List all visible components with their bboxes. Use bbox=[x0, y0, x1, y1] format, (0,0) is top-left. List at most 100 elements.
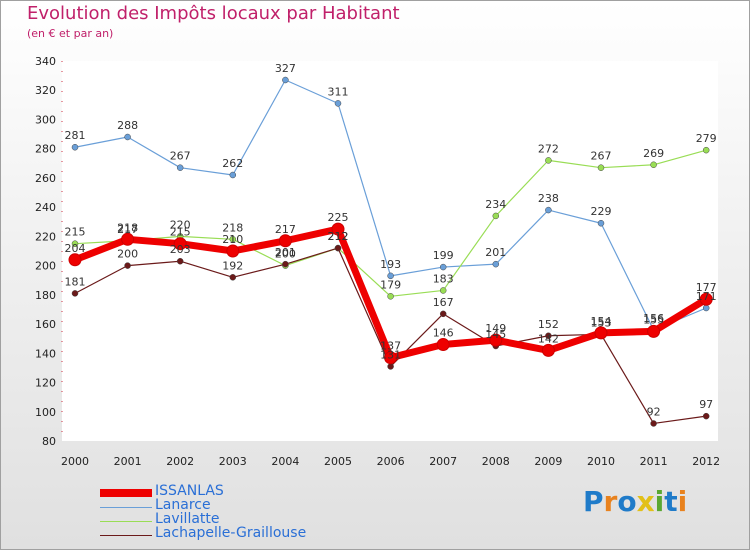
y-tick-label: 300 bbox=[35, 113, 56, 126]
data-label: 215 bbox=[65, 226, 86, 239]
data-label: 234 bbox=[485, 198, 506, 211]
logo-letter: r bbox=[603, 485, 618, 518]
data-point bbox=[68, 253, 82, 267]
data-label: 149 bbox=[485, 322, 506, 335]
data-label: 177 bbox=[696, 281, 717, 294]
data-label: 288 bbox=[117, 119, 138, 132]
data-point bbox=[229, 171, 237, 179]
data-label: 193 bbox=[380, 258, 401, 271]
legend-swatch bbox=[100, 520, 152, 522]
data-label: 327 bbox=[275, 62, 296, 75]
data-point bbox=[71, 290, 79, 297]
data-label: 218 bbox=[222, 221, 243, 234]
data-label: 218 bbox=[117, 221, 138, 234]
data-point bbox=[545, 332, 552, 340]
chart-title: Evolution des Impôts locaux par Habitant bbox=[27, 3, 400, 24]
data-label: 269 bbox=[643, 147, 664, 160]
data-point bbox=[650, 161, 657, 169]
proxiti-logo: Proxiti bbox=[583, 485, 687, 518]
x-tick-label: 2001 bbox=[114, 455, 142, 468]
data-point bbox=[439, 310, 447, 318]
logo-letter: i bbox=[677, 485, 688, 518]
data-label: 238 bbox=[538, 192, 559, 205]
data-point bbox=[492, 260, 500, 268]
data-point bbox=[282, 260, 289, 268]
data-point bbox=[387, 272, 394, 280]
data-point bbox=[597, 219, 605, 227]
data-label: 262 bbox=[222, 157, 243, 170]
data-label: 272 bbox=[538, 142, 559, 155]
data-label: 279 bbox=[696, 132, 717, 145]
data-label: 146 bbox=[433, 327, 454, 340]
logo-letter: o bbox=[617, 485, 637, 518]
y-tick-label: 160 bbox=[35, 318, 56, 331]
data-point bbox=[173, 237, 187, 251]
data-point bbox=[226, 244, 240, 258]
data-point bbox=[124, 133, 131, 141]
data-label: 137 bbox=[380, 340, 401, 353]
data-label: 152 bbox=[538, 318, 559, 331]
data-label: 212 bbox=[328, 230, 349, 243]
x-tick-label: 2007 bbox=[429, 455, 457, 468]
data-point bbox=[699, 292, 713, 306]
legend-swatch bbox=[100, 506, 152, 508]
data-label: 200 bbox=[275, 248, 296, 261]
data-label: 210 bbox=[222, 233, 243, 246]
data-point bbox=[597, 164, 605, 171]
y-tick-label: 280 bbox=[35, 143, 56, 156]
x-tick-label: 2012 bbox=[692, 455, 720, 468]
data-label: 217 bbox=[117, 223, 138, 236]
data-label: 142 bbox=[538, 332, 559, 345]
data-point bbox=[334, 100, 342, 107]
y-tick-label: 120 bbox=[35, 377, 56, 390]
chart-subtitle: (en € et par an) bbox=[27, 27, 114, 40]
data-point bbox=[702, 146, 710, 154]
data-point bbox=[650, 420, 657, 427]
data-point bbox=[545, 157, 552, 164]
data-label: 199 bbox=[433, 249, 454, 262]
data-label: 311 bbox=[328, 85, 349, 98]
data-label: 220 bbox=[170, 218, 191, 231]
data-label: 154 bbox=[591, 315, 612, 328]
data-point bbox=[436, 338, 450, 352]
logo-letter: P bbox=[583, 485, 604, 518]
data-point bbox=[647, 324, 661, 338]
x-tick-label: 2000 bbox=[61, 455, 89, 468]
data-label: 267 bbox=[170, 150, 191, 163]
legend-label: Lavillatte bbox=[155, 511, 220, 527]
data-point bbox=[489, 333, 503, 347]
data-label: 201 bbox=[485, 246, 506, 259]
data-label: 97 bbox=[699, 398, 713, 411]
data-label: 171 bbox=[696, 290, 717, 303]
data-point bbox=[541, 343, 555, 357]
data-label: 229 bbox=[591, 205, 612, 218]
data-label: 212 bbox=[328, 230, 349, 243]
data-label: 155 bbox=[643, 313, 664, 326]
y-tick-label: 100 bbox=[35, 406, 56, 419]
data-point bbox=[492, 212, 500, 220]
y-tick-label: 180 bbox=[35, 289, 56, 302]
x-tick-label: 2002 bbox=[166, 455, 194, 468]
data-point bbox=[387, 293, 394, 300]
data-point bbox=[384, 351, 398, 365]
x-tick-label: 2008 bbox=[482, 455, 510, 468]
data-label: 156 bbox=[643, 312, 664, 325]
data-point bbox=[334, 244, 342, 252]
data-label: 281 bbox=[65, 129, 86, 142]
legend-swatch bbox=[100, 489, 152, 497]
x-tick-label: 2004 bbox=[271, 455, 299, 468]
data-label: 217 bbox=[275, 223, 296, 236]
data-point bbox=[124, 262, 131, 269]
data-point bbox=[229, 274, 237, 281]
y-tick-label: 340 bbox=[35, 55, 56, 68]
data-label: 183 bbox=[433, 272, 454, 285]
x-tick-label: 2006 bbox=[377, 455, 405, 468]
data-point bbox=[71, 143, 79, 151]
legend-label: ISSANLAS bbox=[155, 483, 224, 499]
data-label: 192 bbox=[222, 259, 243, 272]
data-point bbox=[121, 232, 135, 246]
data-label: 201 bbox=[275, 246, 296, 259]
y-tick-label: 220 bbox=[35, 230, 56, 243]
data-label: 145 bbox=[485, 328, 506, 341]
